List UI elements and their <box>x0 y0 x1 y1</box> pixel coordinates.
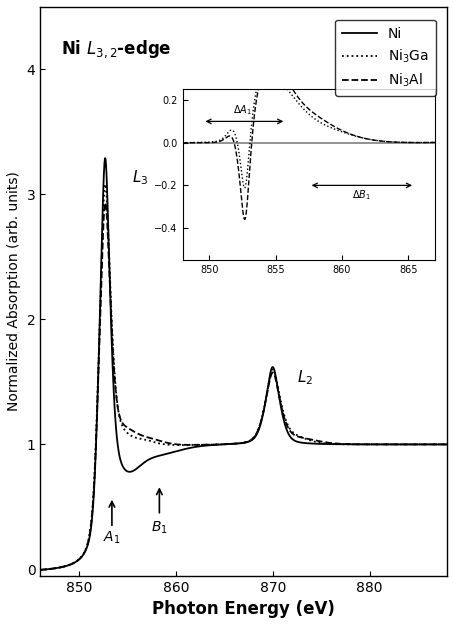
Ni$_3$Al <box>197 441 202 449</box>
Text: Ni $\mathit{L}_{3,2}$-edge: Ni $\mathit{L}_{3,2}$-edge <box>60 38 171 60</box>
Ni <box>99 250 104 258</box>
Ni <box>424 441 429 448</box>
Ni <box>18 568 24 575</box>
Text: $B_1$: $B_1$ <box>151 520 168 536</box>
Ni$_3$Al <box>217 441 222 448</box>
Line: Ni$_3$Ga: Ni$_3$Ga <box>21 184 454 571</box>
Ni$_3$Ga <box>424 441 429 448</box>
Ni$_3$Al <box>424 441 429 448</box>
Y-axis label: Normalized Absorption (arb. units): Normalized Absorption (arb. units) <box>7 171 21 411</box>
Ni <box>197 442 202 450</box>
Text: $L_3$: $L_3$ <box>132 168 148 187</box>
Ni$_3$Ga <box>197 441 202 449</box>
Ni$_3$Ga <box>99 261 104 268</box>
Ni$_3$Al <box>18 568 24 575</box>
Ni$_3$Ga <box>217 441 222 448</box>
Ni <box>217 441 222 448</box>
X-axis label: Photon Energy (eV): Photon Energy (eV) <box>152 600 335 618</box>
Ni$_3$Al <box>99 274 104 281</box>
Text: $L_2$: $L_2$ <box>297 368 313 387</box>
Ni <box>103 154 108 162</box>
Ni$_3$Ga <box>71 559 77 566</box>
Ni$_3$Al <box>71 559 77 567</box>
Ni$_3$Ga <box>18 568 24 575</box>
Line: Ni$_3$Al: Ni$_3$Al <box>21 202 454 571</box>
Ni$_3$Ga <box>103 181 108 188</box>
Ni <box>71 559 77 567</box>
Text: $A_1$: $A_1$ <box>103 530 121 546</box>
Line: Ni: Ni <box>21 158 454 571</box>
Ni$_3$Al <box>103 199 108 206</box>
Legend: Ni, Ni$_3$Ga, Ni$_3$Al: Ni, Ni$_3$Ga, Ni$_3$Al <box>336 19 436 96</box>
